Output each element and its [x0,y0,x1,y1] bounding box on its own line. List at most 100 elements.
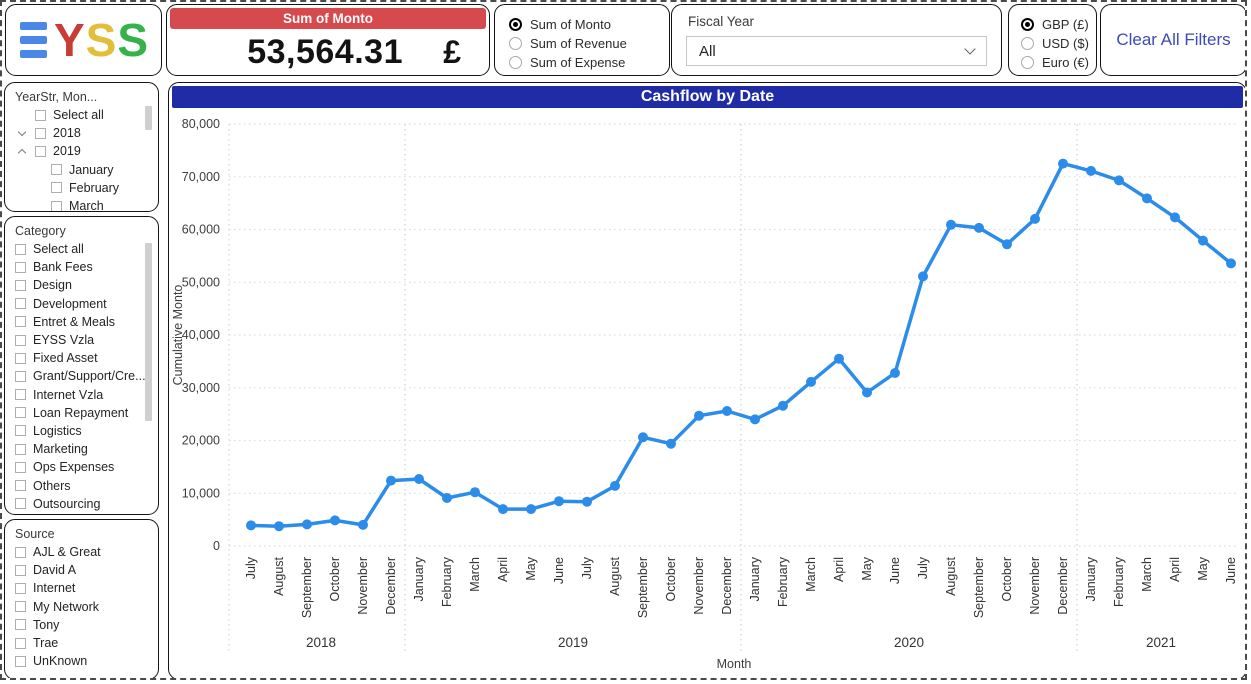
checkbox-unchecked-icon[interactable] [15,546,26,558]
checkbox-unchecked-icon[interactable] [15,407,26,419]
currency-option[interactable]: USD ($) [1021,36,1096,51]
data-point[interactable] [974,222,984,233]
checkbox-unchecked-icon[interactable] [35,109,46,121]
checkbox-unchecked-icon[interactable] [15,637,26,649]
checkbox-unchecked-icon[interactable] [15,461,26,473]
category-filter-item[interactable]: Logistics [5,422,158,440]
checkbox-unchecked-icon[interactable] [35,127,46,139]
checkbox-unchecked-icon[interactable] [15,261,26,273]
checkbox-unchecked-icon[interactable] [15,352,26,364]
category-filter-item[interactable]: EYSS Vzla [5,331,158,349]
source-filter-item[interactable]: Trae [5,634,158,652]
year-filter-scrollbar[interactable] [145,106,152,130]
category-filter-item[interactable]: Bank Fees [5,258,158,276]
data-point[interactable] [750,414,760,425]
currency-option[interactable]: GBP (£) [1021,17,1096,32]
collapse-chevron-icon[interactable] [15,145,28,158]
data-point[interactable] [554,496,564,507]
data-point[interactable] [414,474,424,484]
year-month-filter-item[interactable]: January [5,161,158,179]
radio-icon[interactable] [509,56,522,69]
data-point[interactable] [498,504,508,515]
data-point[interactable] [1198,235,1208,246]
source-filter-item[interactable]: My Network [5,598,158,616]
data-point[interactable] [806,376,816,387]
data-point[interactable] [638,432,648,443]
data-point[interactable] [722,406,732,416]
data-point[interactable] [1002,239,1012,250]
data-point[interactable] [330,515,340,526]
radio-icon[interactable] [1021,56,1034,69]
checkbox-unchecked-icon[interactable] [15,389,26,401]
category-filter-scrollbar[interactable] [145,243,152,421]
category-filter-item[interactable]: Design [5,276,158,294]
checkbox-unchecked-icon[interactable] [51,200,62,211]
checkbox-unchecked-icon[interactable] [51,182,62,194]
checkbox-unchecked-icon[interactable] [15,370,26,382]
data-point[interactable] [946,219,956,230]
data-point[interactable] [694,410,704,421]
year-month-filter-item[interactable]: February [5,179,158,197]
checkbox-unchecked-icon[interactable] [15,480,26,492]
checkbox-unchecked-icon[interactable] [15,601,26,613]
data-point[interactable] [1058,158,1068,169]
checkbox-unchecked-icon[interactable] [15,443,26,455]
data-point[interactable] [358,519,368,530]
data-point[interactable] [582,496,592,507]
metric-option[interactable]: Sum of Monto [509,17,669,32]
checkbox-unchecked-icon[interactable] [51,164,62,176]
checkbox-unchecked-icon[interactable] [15,498,26,510]
radio-selected-icon[interactable] [509,18,522,31]
checkbox-unchecked-icon[interactable] [15,316,26,328]
data-point[interactable] [862,387,872,398]
category-filter-item[interactable]: Select all [5,240,158,258]
checkbox-unchecked-icon[interactable] [15,279,26,291]
checkbox-unchecked-icon[interactable] [15,619,26,631]
data-point[interactable] [302,519,312,530]
metric-option[interactable]: Sum of Revenue [509,36,669,51]
source-filter-item[interactable]: Internet [5,579,158,597]
data-point[interactable] [470,487,480,498]
checkbox-unchecked-icon[interactable] [15,298,26,310]
currency-option[interactable]: Euro (€) [1021,55,1096,70]
data-point[interactable] [1226,258,1236,269]
year-month-filter-item[interactable]: Select all [5,106,158,124]
source-filter-item[interactable]: UnKnown [5,652,158,670]
source-filter-item[interactable]: David A [5,561,158,579]
radio-icon[interactable] [509,37,522,50]
data-point[interactable] [274,521,284,532]
category-filter-item[interactable]: Internet Vzla [5,386,158,404]
data-point[interactable] [918,271,928,282]
radio-icon[interactable] [1021,37,1034,50]
checkbox-unchecked-icon[interactable] [15,582,26,594]
category-filter-item[interactable]: Marketing [5,440,158,458]
category-filter-item[interactable]: Outsourcing [5,495,158,513]
year-month-filter-item[interactable]: 2018 [5,124,158,142]
data-point[interactable] [1086,165,1096,176]
data-point[interactable] [246,520,256,531]
checkbox-unchecked-icon[interactable] [35,145,46,157]
checkbox-unchecked-icon[interactable] [15,334,26,346]
clear-all-filters-button[interactable]: Clear All Filters [1100,4,1245,76]
data-point[interactable] [890,368,900,378]
year-month-filter-item[interactable]: March [5,197,158,211]
category-filter-item[interactable]: Fixed Asset [5,349,158,367]
category-filter-item[interactable]: Entret & Meals [5,313,158,331]
category-filter-item[interactable]: Others [5,476,158,494]
data-point[interactable] [526,504,536,515]
metric-option[interactable]: Sum of Expense [509,55,669,70]
expand-chevron-icon[interactable] [15,127,28,140]
data-point[interactable] [1142,193,1152,204]
data-point[interactable] [1114,175,1124,186]
category-filter-item[interactable]: Loan Repayment [5,404,158,422]
data-point[interactable] [386,475,396,486]
fiscal-year-dropdown[interactable]: All [686,36,987,66]
checkbox-unchecked-icon[interactable] [15,655,26,667]
source-filter-item[interactable]: AJL & Great [5,543,158,561]
data-point[interactable] [442,493,452,503]
year-month-filter-item[interactable]: 2019 [5,142,158,160]
data-point[interactable] [834,353,844,364]
category-filter-item[interactable]: Grant/Support/Cre... [5,367,158,385]
checkbox-unchecked-icon[interactable] [15,243,26,255]
data-point[interactable] [778,400,788,411]
